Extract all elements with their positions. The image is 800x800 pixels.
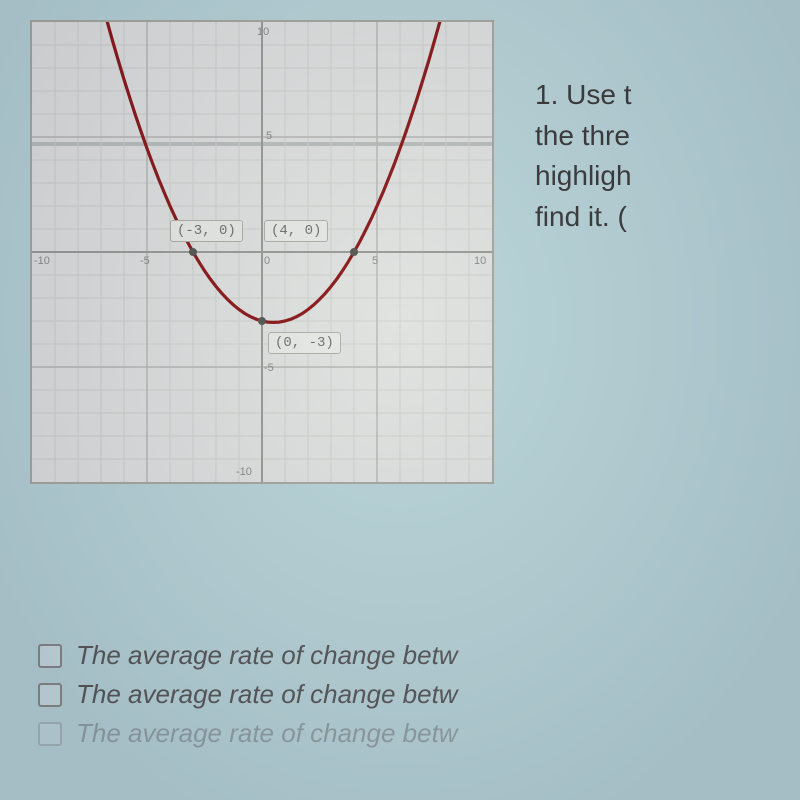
question-text: 1. Use t the thre highligh find it. ( [535, 75, 632, 237]
point-4-0 [350, 248, 358, 256]
tick-x-neg5: -5 [140, 255, 150, 267]
parabola-curve [78, 22, 469, 322]
question-line4: find it. ( [535, 197, 632, 238]
question-line1: Use t [566, 79, 631, 110]
tick-y-neg10: -10 [236, 466, 252, 478]
label-neg3-0: (-3, 0) [170, 220, 243, 242]
label-0-neg3: (0, -3) [268, 332, 341, 354]
answer-options: The average rate of change betw The aver… [38, 640, 458, 757]
tick-x-neg10: -10 [34, 255, 50, 267]
checkbox-icon[interactable] [38, 722, 62, 746]
tick-x-5: 5 [372, 255, 378, 267]
question-number: 1. [535, 79, 558, 110]
label-4-0: (4, 0) [264, 220, 328, 242]
answer-option-2[interactable]: The average rate of change betw [38, 679, 458, 710]
tick-y-10: 10 [257, 26, 269, 38]
tick-y-neg5: -5 [264, 362, 274, 374]
answer-option-1[interactable]: The average rate of change betw [38, 640, 458, 671]
answer-option-3[interactable]: The average rate of change betw [38, 718, 458, 749]
question-line3: highligh [535, 156, 632, 197]
tick-y-5: 5 [266, 130, 272, 142]
graph-panel: (-3, 0) (4, 0) (0, -3) 10 5 0 -5 -10 -10… [30, 20, 494, 484]
question-line2: the thre [535, 116, 632, 157]
answer-option-3-text: The average rate of change betw [76, 718, 458, 749]
point-0-neg3 [258, 317, 266, 325]
graph-svg [32, 22, 492, 482]
answer-option-1-text: The average rate of change betw [76, 640, 458, 671]
checkbox-icon[interactable] [38, 644, 62, 668]
checkbox-icon[interactable] [38, 683, 62, 707]
tick-x-10: 10 [474, 255, 486, 267]
point-neg3-0 [189, 248, 197, 256]
tick-origin: 0 [264, 255, 270, 267]
page-root: { "graph": { "type": "line", "background… [0, 0, 800, 800]
answer-option-2-text: The average rate of change betw [76, 679, 458, 710]
